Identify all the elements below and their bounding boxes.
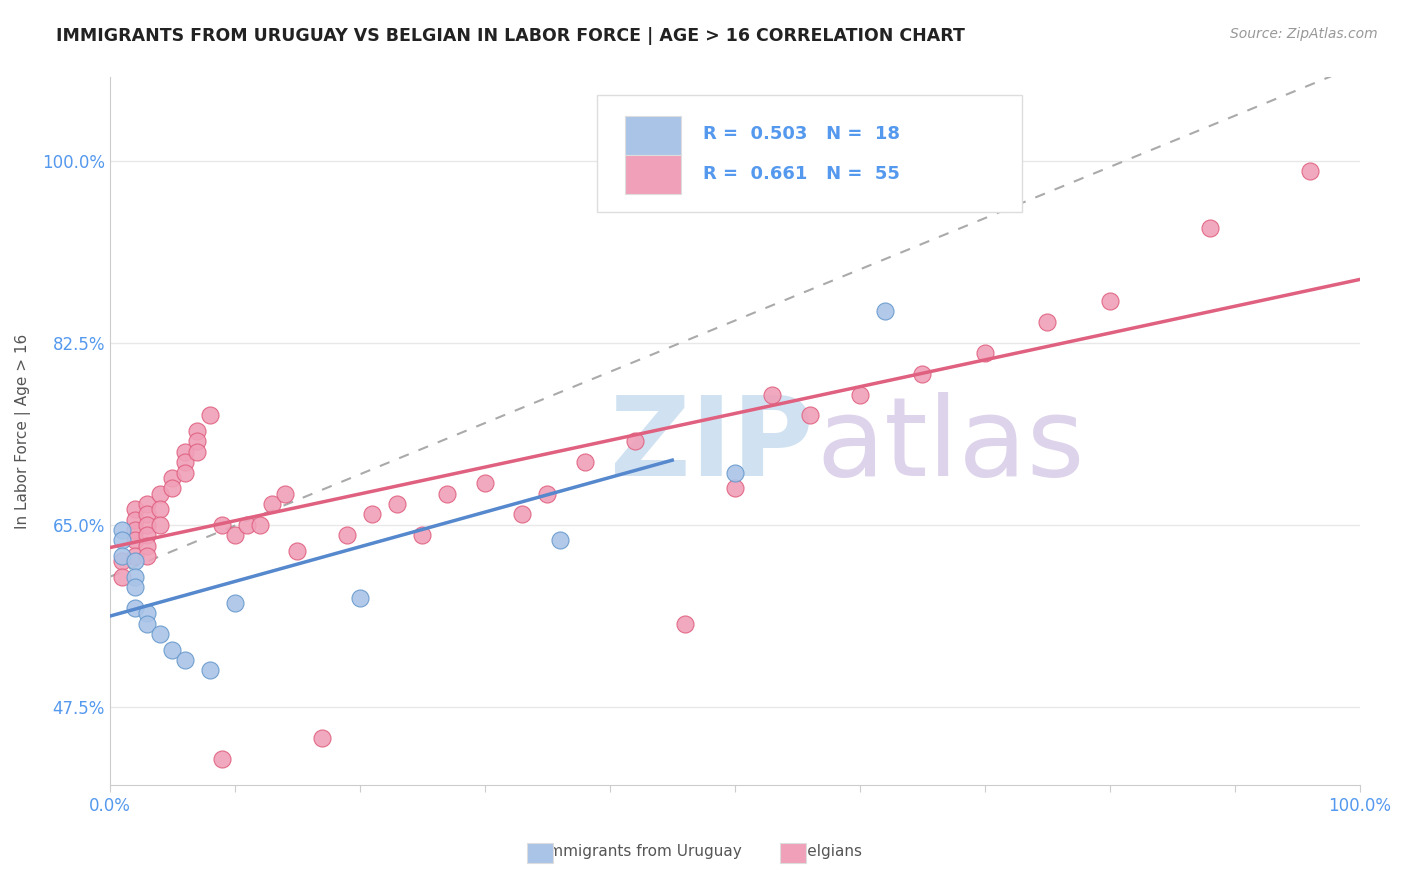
Text: Source: ZipAtlas.com: Source: ZipAtlas.com bbox=[1230, 27, 1378, 41]
Point bbox=[124, 554, 146, 568]
Point bbox=[136, 539, 159, 553]
Point bbox=[149, 517, 172, 532]
Text: R =  0.661   N =  55: R = 0.661 N = 55 bbox=[703, 165, 900, 184]
Point bbox=[136, 508, 159, 522]
Point bbox=[510, 508, 533, 522]
Point bbox=[174, 466, 197, 480]
Point bbox=[1298, 164, 1320, 178]
Point bbox=[136, 616, 159, 631]
Point bbox=[186, 424, 208, 438]
Text: R =  0.503   N =  18: R = 0.503 N = 18 bbox=[703, 125, 900, 143]
Point bbox=[136, 528, 159, 542]
Point bbox=[136, 606, 159, 620]
Text: Belgians: Belgians bbox=[787, 845, 862, 859]
Point bbox=[111, 533, 134, 548]
Text: Immigrants from Uruguay: Immigrants from Uruguay bbox=[534, 845, 742, 859]
Bar bbox=[624, 155, 681, 194]
Point bbox=[162, 642, 184, 657]
Point bbox=[287, 543, 309, 558]
Point bbox=[436, 486, 458, 500]
Text: IMMIGRANTS FROM URUGUAY VS BELGIAN IN LABOR FORCE | AGE > 16 CORRELATION CHART: IMMIGRANTS FROM URUGUAY VS BELGIAN IN LA… bbox=[56, 27, 965, 45]
Point bbox=[574, 455, 596, 469]
Point bbox=[623, 434, 645, 449]
Point bbox=[1098, 294, 1121, 309]
Point bbox=[724, 466, 747, 480]
Point bbox=[311, 731, 333, 745]
Point bbox=[249, 517, 271, 532]
Point bbox=[124, 533, 146, 548]
Point bbox=[136, 549, 159, 563]
Point bbox=[111, 554, 134, 568]
Point bbox=[174, 445, 197, 459]
Point bbox=[224, 528, 246, 542]
Point bbox=[149, 627, 172, 641]
Point bbox=[186, 434, 208, 449]
Point bbox=[848, 387, 870, 401]
Bar bbox=[624, 116, 681, 155]
Point bbox=[474, 476, 496, 491]
Point bbox=[124, 523, 146, 537]
Point bbox=[411, 528, 433, 542]
Point bbox=[336, 528, 359, 542]
Point bbox=[1198, 221, 1220, 235]
Point bbox=[136, 517, 159, 532]
Point bbox=[124, 549, 146, 563]
Point bbox=[111, 523, 134, 537]
Point bbox=[124, 601, 146, 615]
Point bbox=[174, 455, 197, 469]
Y-axis label: In Labor Force | Age > 16: In Labor Force | Age > 16 bbox=[15, 334, 31, 529]
Point bbox=[349, 591, 371, 605]
Point bbox=[724, 481, 747, 495]
Point bbox=[124, 580, 146, 594]
Point bbox=[761, 387, 783, 401]
Point bbox=[236, 517, 259, 532]
Point bbox=[224, 596, 246, 610]
Point bbox=[361, 508, 384, 522]
Point bbox=[186, 445, 208, 459]
Point bbox=[536, 486, 558, 500]
Point bbox=[174, 653, 197, 667]
Point bbox=[673, 616, 696, 631]
Text: ZIP: ZIP bbox=[610, 392, 813, 499]
Point bbox=[124, 512, 146, 526]
Point bbox=[149, 502, 172, 516]
Point bbox=[873, 304, 896, 318]
Point bbox=[136, 497, 159, 511]
Point bbox=[211, 752, 233, 766]
Point bbox=[387, 497, 409, 511]
Point bbox=[198, 663, 221, 677]
Point bbox=[162, 481, 184, 495]
Point bbox=[124, 502, 146, 516]
Point bbox=[149, 486, 172, 500]
Point bbox=[973, 346, 995, 360]
Point bbox=[911, 367, 934, 381]
Point bbox=[198, 409, 221, 423]
Point bbox=[111, 570, 134, 584]
Point bbox=[274, 486, 297, 500]
Point bbox=[111, 549, 134, 563]
Point bbox=[262, 497, 284, 511]
Point bbox=[211, 517, 233, 532]
Point bbox=[1036, 315, 1059, 329]
FancyBboxPatch shape bbox=[598, 95, 1022, 211]
Point bbox=[162, 471, 184, 485]
Point bbox=[799, 409, 821, 423]
Text: atlas: atlas bbox=[815, 392, 1084, 499]
Point bbox=[124, 570, 146, 584]
Point bbox=[548, 533, 571, 548]
